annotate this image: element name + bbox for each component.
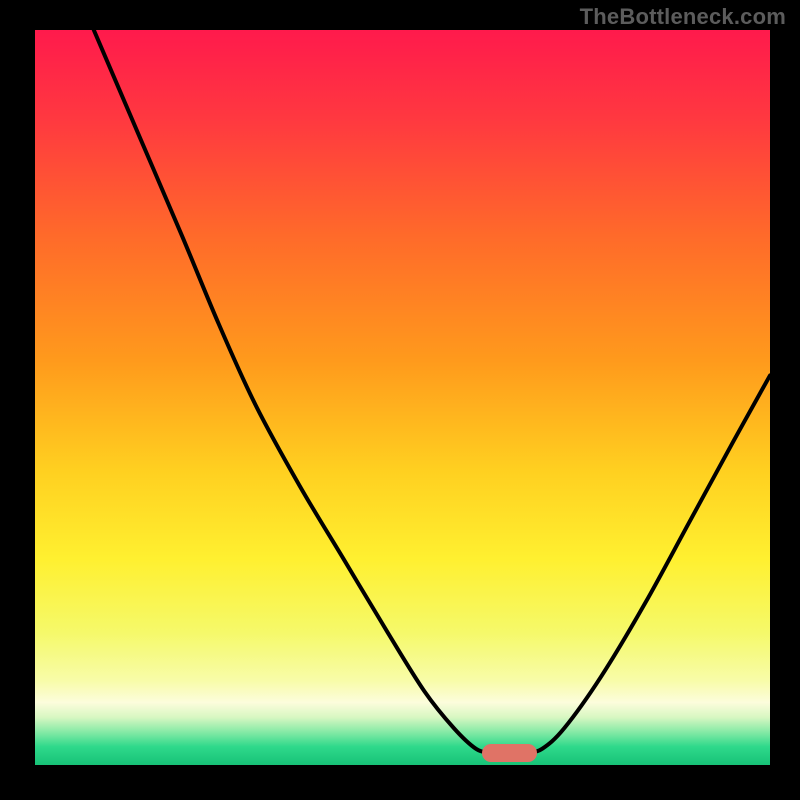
- optimal-point-marker: [482, 744, 537, 762]
- chart-frame: TheBottleneck.com: [0, 0, 800, 800]
- watermark-label: TheBottleneck.com: [580, 4, 786, 30]
- plot-area: [35, 30, 770, 765]
